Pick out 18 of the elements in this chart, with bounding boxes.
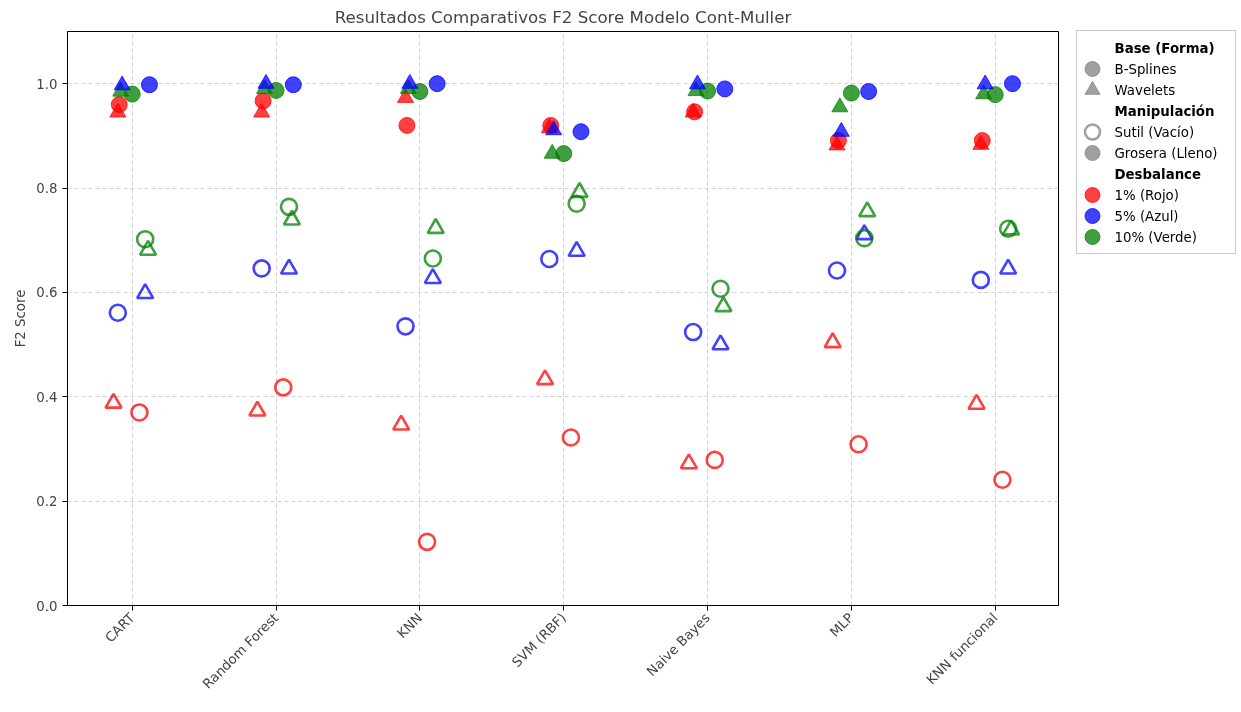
legend-label: 1% (Rojo) xyxy=(1114,187,1179,203)
legend-label: Wavelets xyxy=(1114,82,1176,98)
text: Manipulación xyxy=(1114,103,1215,119)
y-tick-label: 0.0 xyxy=(36,598,58,614)
y-tick-label: 1.0 xyxy=(36,76,58,92)
legend-label: 10% (Verde) xyxy=(1114,229,1197,245)
text: Base (Forma) xyxy=(1114,40,1215,56)
y-tick-label: 0.8 xyxy=(36,181,58,197)
text: Desbalance xyxy=(1114,166,1202,182)
y-tick-label: 0.6 xyxy=(36,285,58,301)
legend-label: Grosera (Lleno) xyxy=(1114,145,1218,161)
legend-label: 5% (Azul) xyxy=(1114,208,1179,224)
legend-label: B-Splines xyxy=(1114,61,1177,77)
legend-label: Sutil (Vacío) xyxy=(1114,124,1195,140)
y-tick-label: 0.2 xyxy=(36,494,58,510)
y-tick-label: 0.4 xyxy=(36,389,58,405)
chart-title: Resultados Comparativos F2 Score Modelo Cont-Muller xyxy=(334,7,792,27)
y-axis-title: F2 Score xyxy=(13,289,29,348)
